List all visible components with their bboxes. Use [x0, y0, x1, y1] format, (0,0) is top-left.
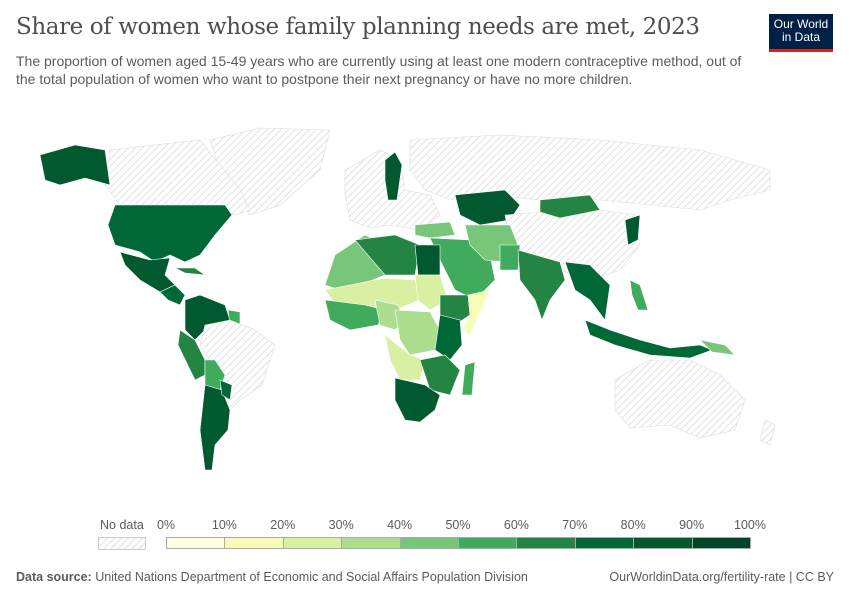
- country-alaska[interactable]: [39, 144, 111, 186]
- legend-bin[interactable]: [166, 537, 226, 549]
- legend-bin[interactable]: [516, 537, 576, 549]
- legend-tick-label: 10%: [211, 518, 237, 532]
- legend-no-data-label: No data: [100, 518, 144, 532]
- country-india[interactable]: [517, 249, 566, 321]
- country-egypt[interactable]: [414, 244, 441, 276]
- country-cuba[interactable]: [174, 267, 207, 276]
- legend-bin[interactable]: [691, 537, 751, 549]
- country-indonesia[interactable]: [584, 319, 713, 359]
- legend-tick-label: 0%: [156, 518, 176, 532]
- legend-bin[interactable]: [399, 537, 459, 549]
- legend-bin[interactable]: [458, 537, 518, 549]
- legend-tick-label: 40%: [387, 518, 413, 532]
- country-sweden[interactable]: [384, 151, 403, 201]
- country-australia[interactable]: [614, 359, 746, 439]
- country-southern-africa[interactable]: [394, 377, 441, 423]
- logo-line-2: in Data: [781, 30, 821, 44]
- country-peru[interactable]: [177, 329, 206, 381]
- legend-bin[interactable]: [341, 537, 401, 549]
- legend-tick-label: 30%: [328, 518, 354, 532]
- country-paraguay[interactable]: [219, 379, 233, 401]
- legend-tick-label: 90%: [679, 518, 705, 532]
- country-drc-angola[interactable]: [384, 334, 426, 381]
- country-turkey[interactable]: [414, 221, 456, 239]
- owid-logo[interactable]: Our World in Data: [769, 14, 833, 52]
- country-zambia-mozambique[interactable]: [419, 354, 461, 396]
- legend-no-data-swatch[interactable]: [98, 537, 146, 550]
- country-japan-korea[interactable]: [624, 214, 641, 246]
- chart-subtitle: The proportion of women aged 15-49 years…: [16, 53, 742, 87]
- country-west-africa[interactable]: [324, 299, 386, 331]
- legend-tick-label: 60%: [503, 518, 529, 532]
- source-link[interactable]: OurWorldinData.org/fertility-rate | CC B…: [609, 570, 834, 584]
- chart-title: Share of women whose family planning nee…: [16, 14, 700, 40]
- country-new-zealand[interactable]: [759, 419, 776, 446]
- country-philippines[interactable]: [629, 279, 649, 311]
- country-somalia[interactable]: [461, 289, 491, 336]
- country-mexico[interactable]: [119, 251, 176, 293]
- legend-tick-label: 70%: [562, 518, 588, 532]
- country-brazil[interactable]: [199, 319, 276, 411]
- legend-tick-label: 80%: [620, 518, 646, 532]
- country-kenya-tanzania[interactable]: [434, 314, 463, 361]
- legend-bin[interactable]: [282, 537, 343, 549]
- data-source: Data source: United Nations Department o…: [16, 570, 528, 584]
- world-map[interactable]: [0, 120, 850, 510]
- legend-bin[interactable]: [574, 537, 635, 549]
- country-usa[interactable]: [107, 204, 233, 263]
- legend-bin[interactable]: [224, 537, 284, 549]
- data-source-label: Data source:: [16, 570, 92, 584]
- logo-line-1: Our World: [773, 17, 829, 31]
- legend-tick-label: 20%: [270, 518, 296, 532]
- legend-tick-label: 50%: [445, 518, 471, 532]
- legend-bin[interactable]: [633, 537, 693, 549]
- legend-tick-label: 100%: [734, 518, 766, 532]
- country-central-america[interactable]: [159, 284, 186, 306]
- country-mekong[interactable]: [564, 261, 611, 321]
- country-pakistan[interactable]: [499, 244, 521, 271]
- country-png[interactable]: [699, 339, 736, 356]
- country-madagascar[interactable]: [461, 361, 476, 396]
- data-source-text: United Nations Department of Economic an…: [95, 570, 528, 584]
